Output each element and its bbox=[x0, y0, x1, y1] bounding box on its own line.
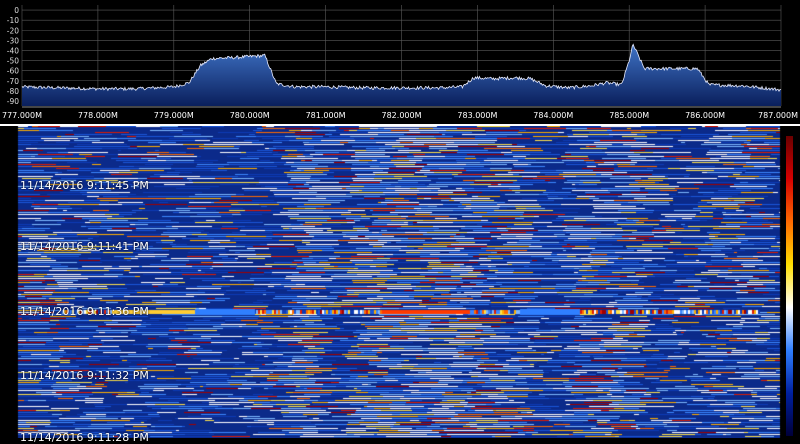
intensity-colorbar bbox=[786, 136, 793, 436]
x-tick-label: 781.000M bbox=[306, 111, 346, 120]
x-tick-label: 780.000M bbox=[230, 111, 270, 120]
x-tick-label: 785.000M bbox=[609, 111, 649, 120]
y-tick-label: -50 bbox=[7, 57, 19, 66]
x-axis-ticks: 777.000M 778.000M 779.000M 780.000M 781.000M… bbox=[2, 111, 798, 120]
x-tick-label: 787.000M bbox=[758, 111, 798, 120]
waterfall-timestamp: 11/14/2016 9:11:32 PM bbox=[20, 369, 149, 382]
x-tick-label: 783.000M bbox=[457, 111, 497, 120]
waterfall-timestamp: 11/14/2016 9:11:45 PM bbox=[20, 179, 149, 192]
y-tick-label: -30 bbox=[7, 36, 19, 45]
waterfall-timestamp: 11/14/2016 9:11:41 PM bbox=[20, 240, 149, 253]
x-tick-label: 778.000M bbox=[78, 111, 118, 120]
y-tick-label: -60 bbox=[7, 67, 19, 76]
x-tick-label: 777.000M bbox=[2, 111, 42, 120]
y-tick-label: -40 bbox=[7, 46, 19, 55]
spectrum-area bbox=[22, 44, 781, 106]
spectrum-line bbox=[21, 43, 782, 93]
waterfall-panel[interactable]: 11/14/2016 9:11:45 PM 11/14/2016 9:11:41… bbox=[0, 126, 800, 444]
x-tick-label: 784.000M bbox=[533, 111, 573, 120]
y-axis-ticks: 0-10-20-30-40 -50-60-70-80-90 bbox=[7, 6, 19, 106]
x-tick-label: 786.000M bbox=[685, 111, 725, 120]
spectrum-fill bbox=[22, 44, 781, 106]
y-tick-label: -70 bbox=[7, 77, 19, 86]
y-tick-label: 0 bbox=[14, 6, 19, 15]
x-tick-label: 782.000M bbox=[382, 111, 422, 120]
panel-divider[interactable] bbox=[0, 124, 800, 126]
spectrum-panel[interactable]: 0 -10 -20 -30 -40 -50 -60 -70 -80 -90 777.000M 778… bbox=[0, 0, 800, 124]
spectrum-trace bbox=[21, 43, 782, 93]
y-tick-label: -20 bbox=[7, 26, 19, 35]
y-tick-label: -80 bbox=[7, 87, 19, 96]
waterfall-heatmap bbox=[0, 126, 800, 438]
waterfall-timestamp: 11/14/2016 9:11:36 PM bbox=[20, 305, 149, 318]
y-tick-label: -90 bbox=[7, 97, 19, 106]
y-tick-label: -10 bbox=[7, 16, 19, 25]
x-tick-label: 779.000M bbox=[154, 111, 194, 120]
spectrum-chart[interactable]: 0-10-20-30-40 -50-60-70-80-90 777.000M 778… bbox=[0, 0, 800, 124]
